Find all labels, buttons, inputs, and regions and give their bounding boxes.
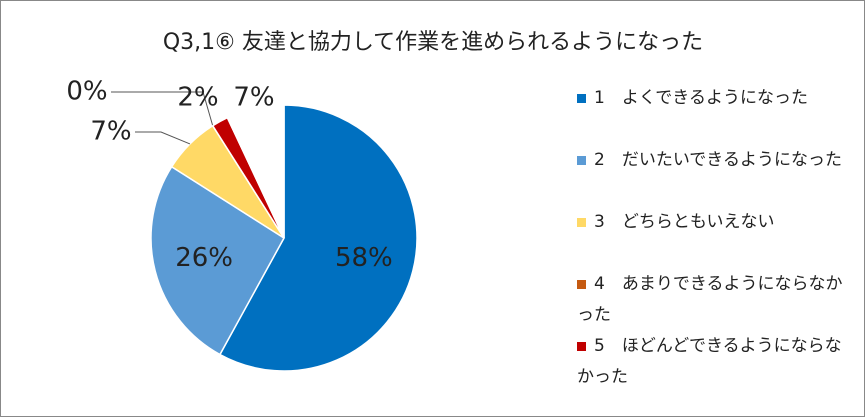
legend-item: 3 どちらともいえない xyxy=(577,207,857,269)
legend-swatch xyxy=(577,217,586,227)
pie-slice xyxy=(226,104,285,239)
data-label: 26% xyxy=(175,243,233,273)
pie-slice xyxy=(150,165,285,356)
legend-label: 2 だいたいできるようになった xyxy=(594,150,842,170)
legend-swatch xyxy=(577,341,586,351)
data-label: 58% xyxy=(335,243,393,273)
data-label: 7% xyxy=(233,83,274,113)
leader-line xyxy=(111,91,214,126)
pie-slice xyxy=(218,104,418,372)
legend-label: 4 あまりできるようにならなかった xyxy=(577,274,843,325)
legend-swatch xyxy=(577,155,586,165)
data-label: 7% xyxy=(90,117,131,147)
legend-label: 5 ほどんどできるようにならなかった xyxy=(577,336,842,387)
legend-swatch xyxy=(577,93,586,103)
legend-item: 2 だいたいできるようになった xyxy=(577,145,857,207)
legend-item: 5 ほどんどできるようにならなかった xyxy=(577,331,857,393)
legend-swatch xyxy=(577,279,586,289)
legend-item: 4 あまりできるようにならなかった xyxy=(577,269,857,331)
data-label: 2% xyxy=(177,83,218,113)
legend: 1 よくできるようになった 2 だいたいできるようになった 3 どちらともいえない 4… xyxy=(577,83,857,393)
legend-item: 1 よくできるようになった xyxy=(577,83,857,145)
legend-label: 3 どちらともいえない xyxy=(594,212,775,232)
chart-title: Q3,1⑥ 友達と協力して作業を進められるようになった xyxy=(163,30,703,55)
leader-line xyxy=(135,131,191,145)
legend-label: 1 よくできるようになった xyxy=(594,88,808,108)
data-label: 0% xyxy=(66,77,107,107)
